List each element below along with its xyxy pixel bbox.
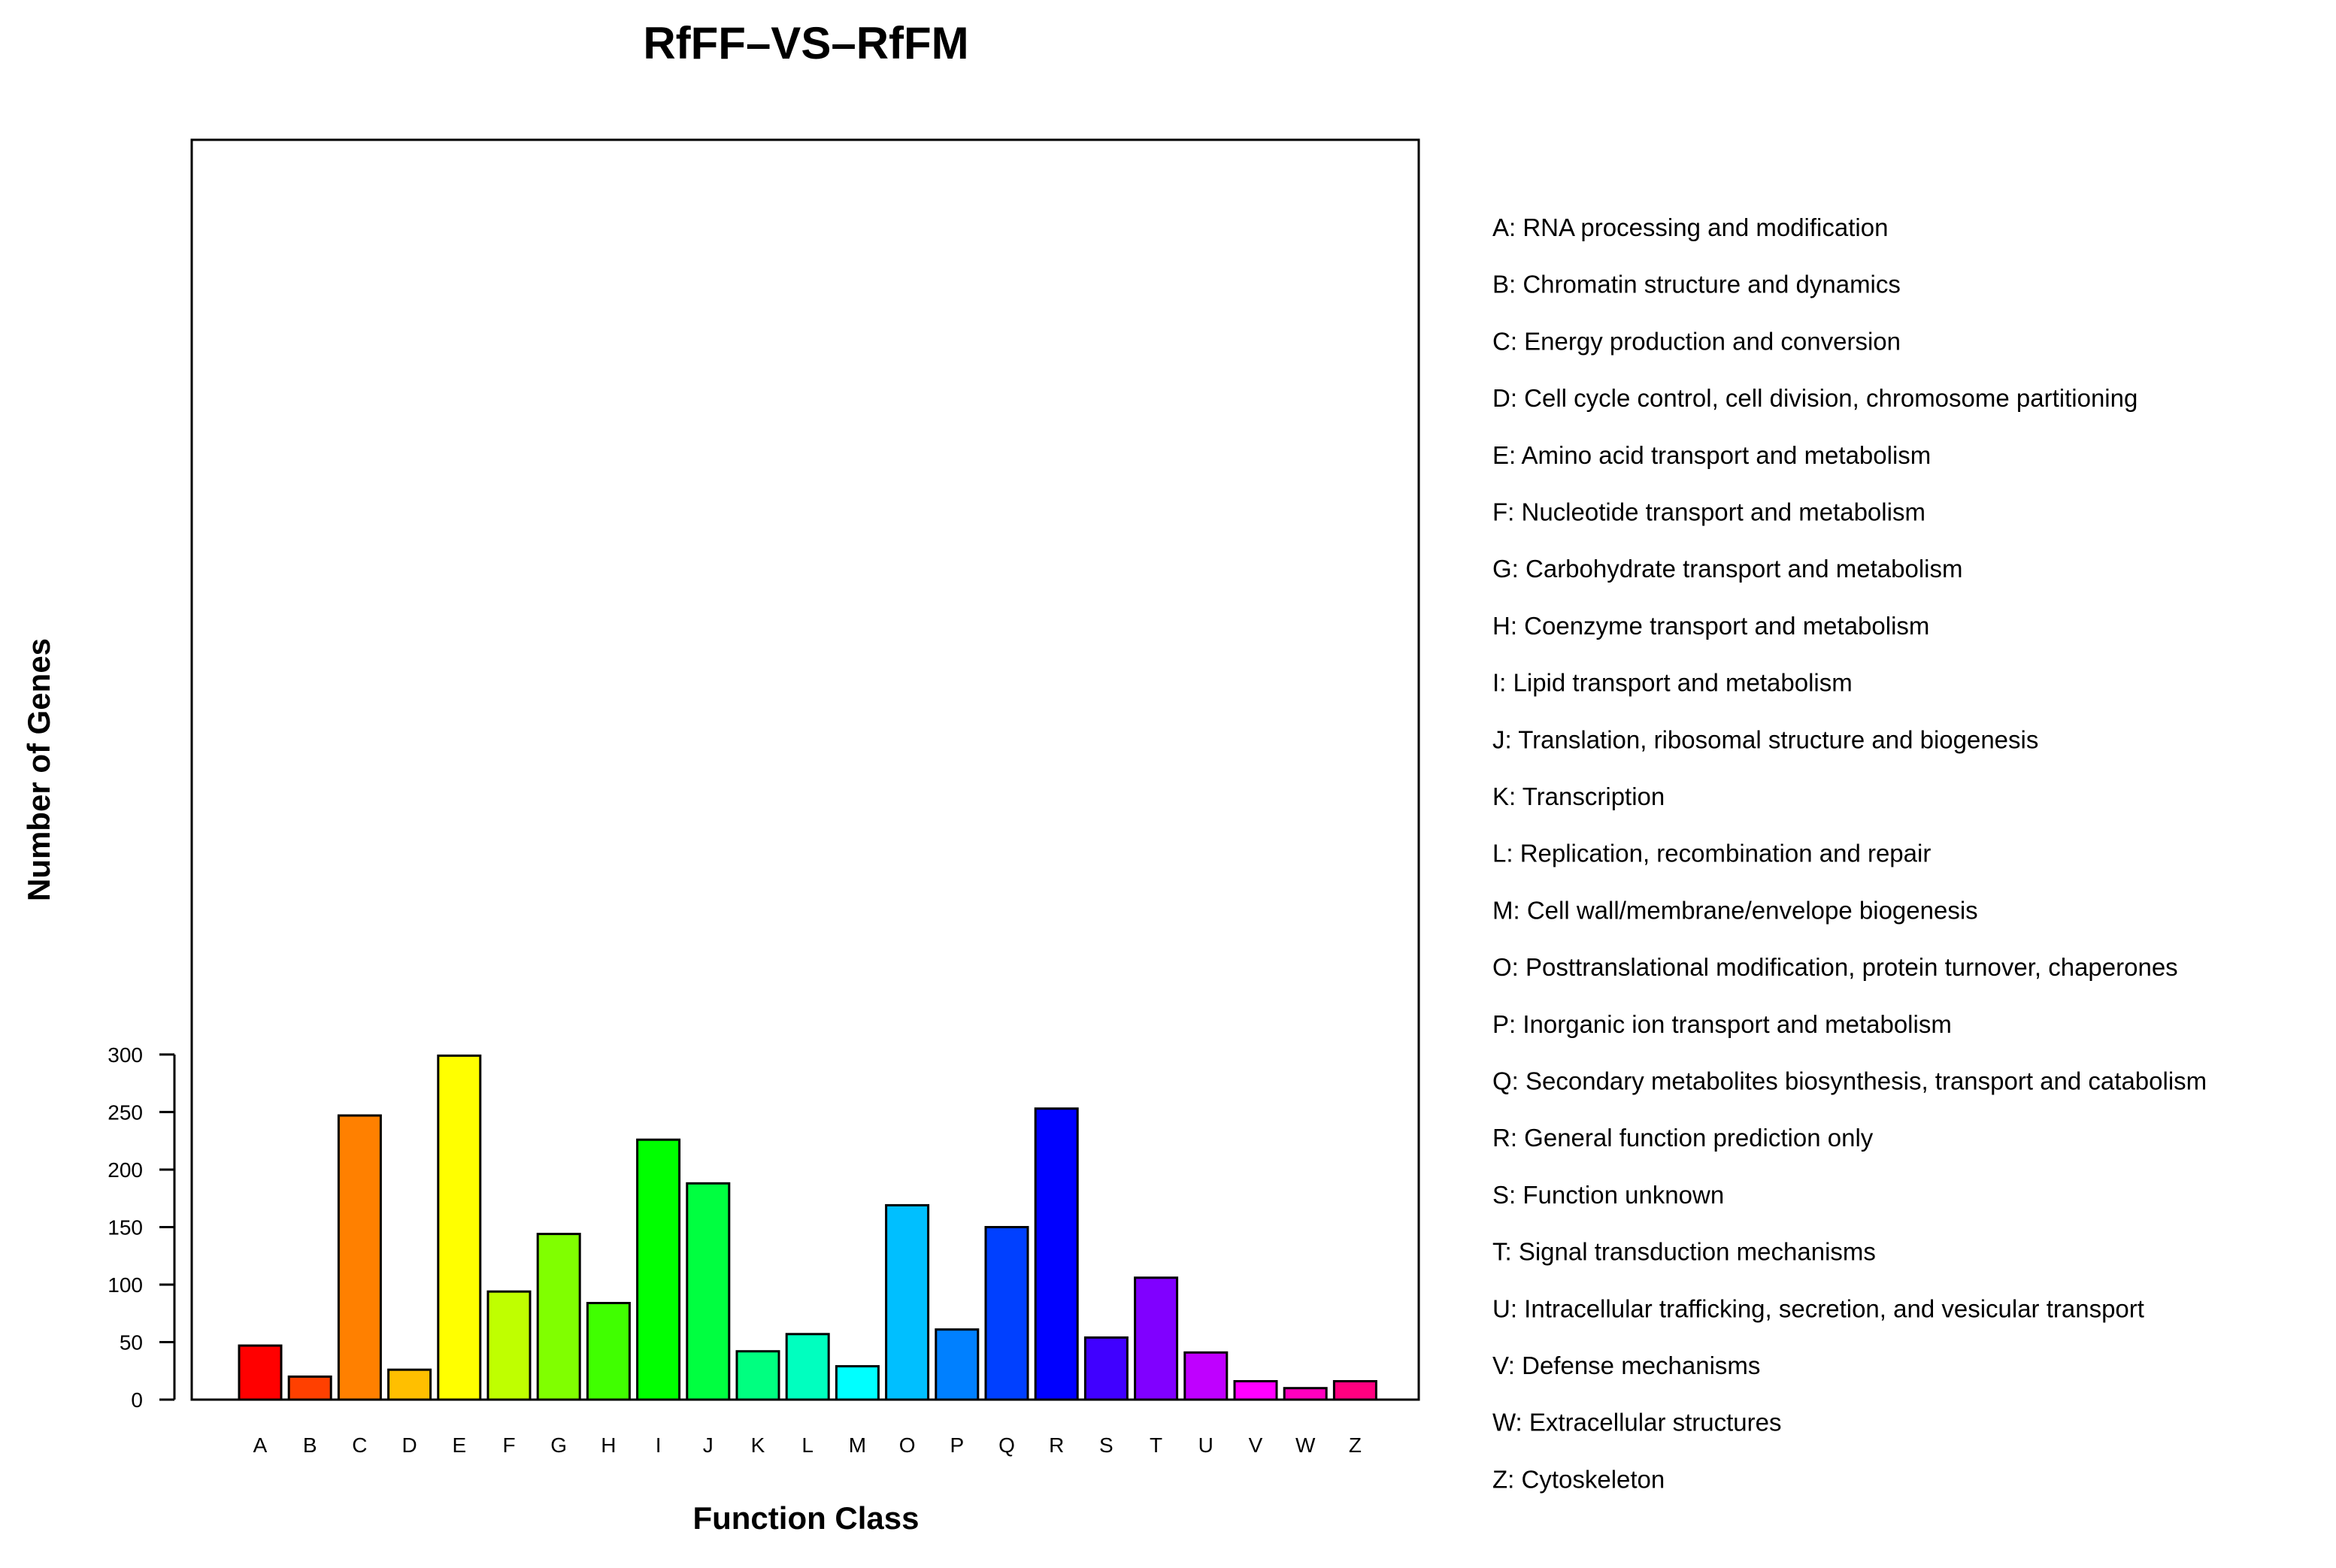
y-axis-title: Number of Genes bbox=[21, 638, 56, 901]
bar-L bbox=[785, 1333, 830, 1401]
x-tick-label-M: M bbox=[849, 1433, 866, 1457]
x-tick-label-J: J bbox=[703, 1433, 714, 1457]
x-tick-label-G: G bbox=[550, 1433, 567, 1457]
bar-O bbox=[885, 1203, 930, 1401]
y-tick-label-100: 100 bbox=[108, 1273, 143, 1297]
bar-F bbox=[486, 1290, 532, 1401]
legend-item-C: C: Energy production and conversion bbox=[1492, 327, 1901, 355]
x-tick-label-D: D bbox=[401, 1433, 417, 1457]
legend-item-G: G: Carbohydrate transport and metabolism bbox=[1492, 555, 1962, 583]
bar-J bbox=[686, 1182, 731, 1401]
legend-item-Z: Z: Cytoskeleton bbox=[1492, 1465, 1665, 1493]
legend-item-S: S: Function unknown bbox=[1492, 1181, 1724, 1209]
x-tick-label-L: L bbox=[801, 1433, 814, 1457]
bar-K bbox=[735, 1350, 780, 1401]
bar-S bbox=[1083, 1336, 1129, 1401]
legend-item-E: E: Amino acid transport and metabolism bbox=[1492, 441, 1931, 469]
legend-item-U: U: Intracellular trafficking, secretion,… bbox=[1492, 1294, 2144, 1322]
legend-item-J: J: Translation, ribosomal structure and … bbox=[1492, 725, 2038, 753]
legend-item-V: V: Defense mechanisms bbox=[1492, 1352, 1760, 1379]
chart-title: RfFF–VS–RfFM bbox=[643, 18, 968, 68]
x-tick-label-S: S bbox=[1099, 1433, 1113, 1457]
x-tick-label-Z: Z bbox=[1349, 1433, 1362, 1457]
legend-item-K: K: Transcription bbox=[1492, 782, 1665, 810]
x-tick-label-Q: Q bbox=[998, 1433, 1015, 1457]
x-tick-label-T: T bbox=[1150, 1433, 1162, 1457]
bar-C bbox=[337, 1114, 382, 1401]
legend-item-I: I: Lipid transport and metabolism bbox=[1492, 669, 1853, 697]
x-tick-label-E: E bbox=[452, 1433, 466, 1457]
bar-W bbox=[1283, 1387, 1328, 1401]
y-tick-label-300: 300 bbox=[108, 1043, 143, 1067]
legend-item-R: R: General function prediction only bbox=[1492, 1124, 1874, 1152]
bar-P bbox=[935, 1328, 980, 1401]
bar-Z bbox=[1332, 1380, 1377, 1401]
bar-R bbox=[1034, 1107, 1079, 1401]
y-tick-label-50: 50 bbox=[120, 1330, 143, 1354]
legend-item-A: A: RNA processing and modification bbox=[1492, 213, 1888, 241]
x-tick-label-R: R bbox=[1049, 1433, 1064, 1457]
plot-frame bbox=[190, 138, 1420, 1401]
legend-item-O: O: Posttranslational modification, prote… bbox=[1492, 953, 2178, 981]
plot-area bbox=[238, 1054, 1377, 1401]
legend-item-Q: Q: Secondary metabolites biosynthesis, t… bbox=[1492, 1067, 2207, 1095]
bar-M bbox=[835, 1365, 880, 1401]
x-tick-label-F: F bbox=[502, 1433, 515, 1457]
y-tick-label-200: 200 bbox=[108, 1158, 143, 1182]
x-tick-label-I: I bbox=[656, 1433, 662, 1457]
y-tick-label-0: 0 bbox=[131, 1388, 143, 1412]
x-tick-label-P: P bbox=[950, 1433, 964, 1457]
legend-item-P: P: Inorganic ion transport and metabolis… bbox=[1492, 1010, 1952, 1038]
legend-item-D: D: Cell cycle control, cell division, ch… bbox=[1492, 384, 2138, 412]
y-tick-label-250: 250 bbox=[108, 1100, 143, 1124]
x-tick-label-H: H bbox=[601, 1433, 616, 1457]
legend: A: RNA processing and modification B: Chr… bbox=[1492, 213, 2207, 1493]
x-tick-label-U: U bbox=[1198, 1433, 1213, 1457]
bar-G bbox=[536, 1233, 581, 1401]
legend-item-B: B: Chromatin structure and dynamics bbox=[1492, 271, 1901, 298]
x-tick-label-O: O bbox=[899, 1433, 916, 1457]
legend-item-F: F: Nucleotide transport and metabolism bbox=[1492, 498, 1925, 526]
x-tick-label-V: V bbox=[1249, 1433, 1263, 1457]
bar-A bbox=[238, 1344, 283, 1401]
bar-V bbox=[1233, 1380, 1278, 1401]
bar-H bbox=[586, 1302, 631, 1401]
bar-T bbox=[1134, 1276, 1179, 1401]
bar-B bbox=[287, 1375, 332, 1401]
x-tick-label-C: C bbox=[352, 1433, 367, 1457]
legend-item-H: H: Coenzyme transport and metabolism bbox=[1492, 612, 1929, 640]
bar-I bbox=[636, 1138, 681, 1401]
bar-D bbox=[387, 1368, 432, 1401]
x-tick-label-B: B bbox=[303, 1433, 317, 1457]
x-tick-label-K: K bbox=[751, 1433, 765, 1457]
bar-Q bbox=[984, 1226, 1029, 1401]
legend-item-T: T: Signal transduction mechanisms bbox=[1492, 1238, 1876, 1266]
legend-item-M: M: Cell wall/membrane/envelope biogenesi… bbox=[1492, 896, 1978, 924]
x-tick-label-A: A bbox=[253, 1433, 268, 1457]
bar-E bbox=[437, 1054, 482, 1401]
legend-item-L: L: Replication, recombination and repair bbox=[1492, 840, 1931, 867]
x-axis-title: Function Class bbox=[692, 1500, 919, 1536]
y-tick-label-150: 150 bbox=[108, 1215, 143, 1239]
legend-item-W: W: Extracellular structures bbox=[1492, 1409, 1782, 1436]
bar-U bbox=[1183, 1351, 1229, 1401]
x-tick-label-W: W bbox=[1295, 1433, 1316, 1457]
y-axis: 0 50 100 150 200 250 300 bbox=[108, 1043, 176, 1412]
